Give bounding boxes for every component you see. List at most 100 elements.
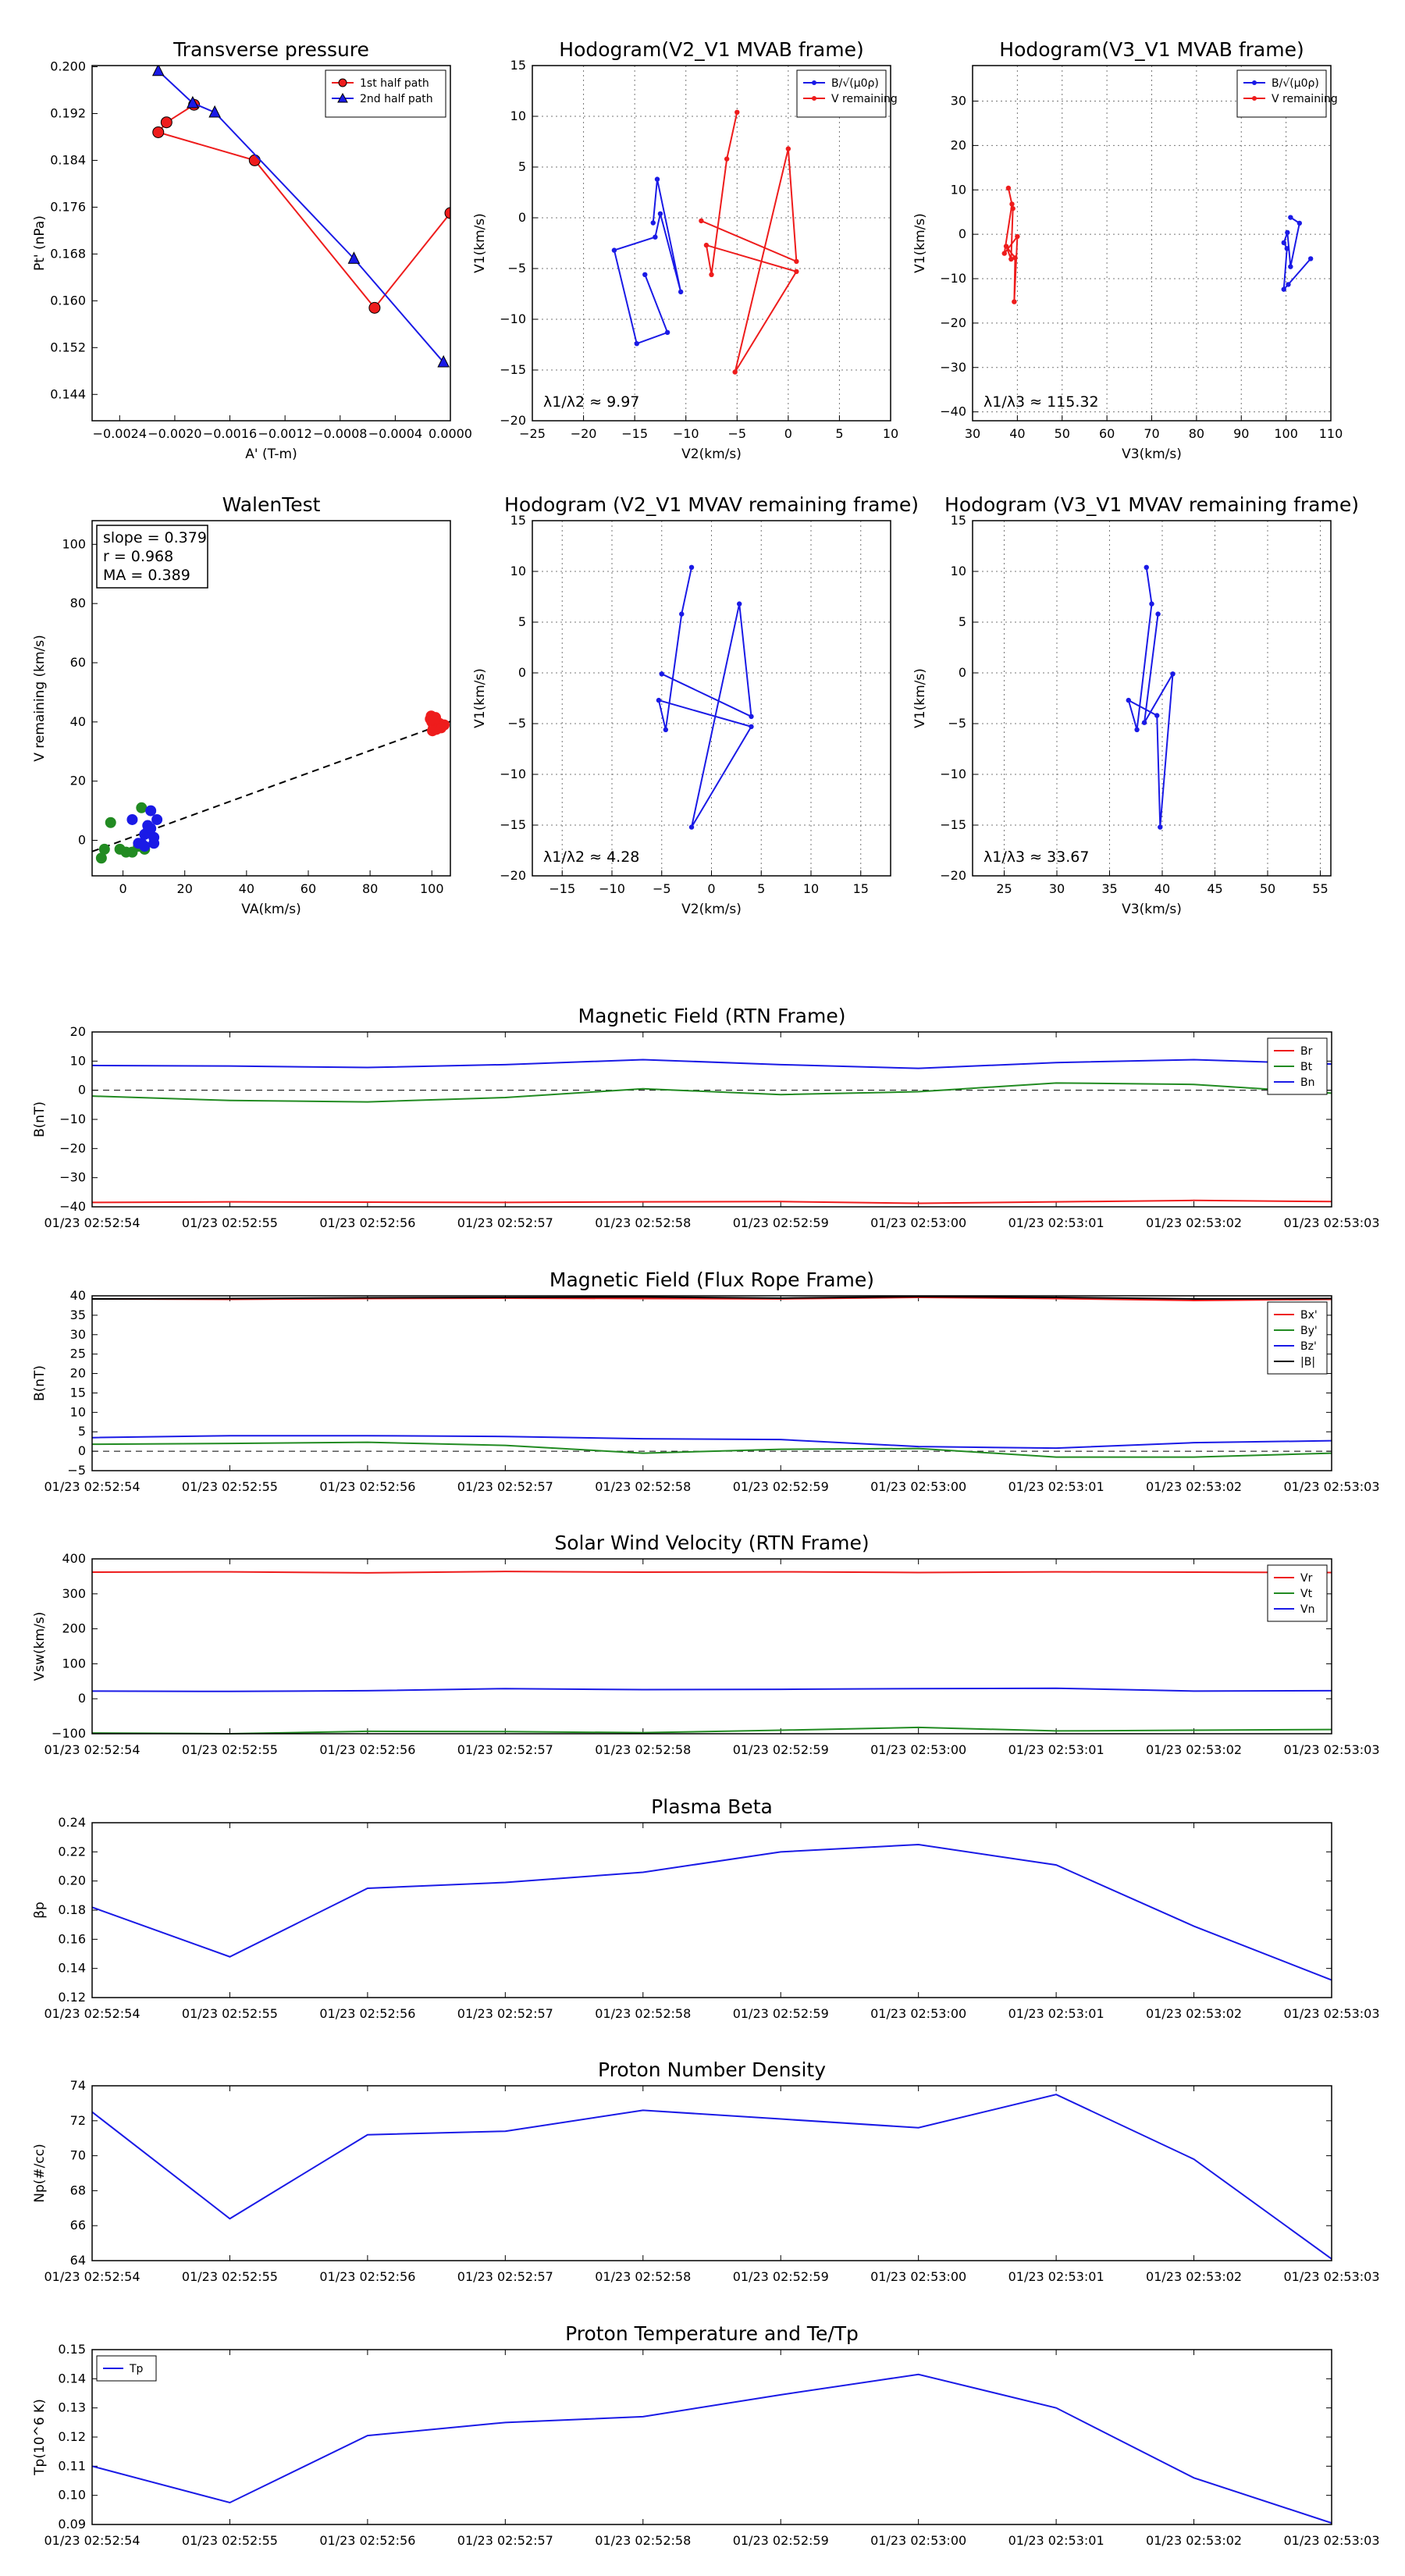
x-tick-label: −25	[519, 426, 546, 441]
time-tick-label: 01/23 02:52:58	[595, 1742, 691, 1757]
legend-box	[1267, 1301, 1328, 1375]
y-axis-label: V1(km/s)	[912, 668, 928, 728]
time-tick-label: 01/23 02:52:57	[457, 2006, 553, 2021]
magnetic-field-flux-rope-frame	[91, 1295, 1332, 1471]
chart-title: Transverse pressure	[173, 38, 369, 61]
y-tick-label: −20	[59, 1140, 86, 1155]
y-tick-label: −15	[500, 817, 526, 832]
x-tick-label: 40	[239, 881, 254, 896]
time-tick-label: 01/23 02:53:03	[1283, 2006, 1379, 2021]
chart-title: WalenTest	[222, 493, 321, 516]
series-Bz'	[91, 1435, 1332, 1450]
data-point	[1010, 205, 1016, 212]
chart-title: Plasma Beta	[651, 1795, 773, 1818]
hodogram-v2v1-mvab-frame	[532, 65, 891, 422]
time-tick-label: 01/23 02:53:02	[1146, 1215, 1242, 1230]
y-tick-label: 5	[959, 614, 966, 629]
y-tick-label: 0.192	[50, 105, 86, 120]
y-tick-label: 0.200	[50, 59, 86, 73]
hodogram-v3v1-mvav-panel: Hodogram (V3_V1 MVAV remaining frame) 25 3…	[912, 493, 1359, 917]
x-tick-label: 0	[784, 426, 792, 441]
chart-title: Hodogram(V3_V1 MVAB frame)	[999, 38, 1304, 61]
legend-label: Bz'	[1300, 1340, 1317, 1353]
legend-label: Vn	[1300, 1603, 1314, 1616]
y-tick-label: −5	[948, 716, 966, 731]
stat-line: slope = 0.379	[103, 529, 207, 546]
time-tick-label: 01/23 02:52:58	[595, 2269, 691, 2284]
data-point	[160, 116, 173, 129]
data-point	[151, 813, 163, 825]
y-tick-label: 0.20	[58, 1873, 86, 1888]
legend: Bx' By' Bz' |B|	[1267, 1301, 1328, 1375]
legend-box	[1236, 69, 1327, 118]
y-axis-label: B(nT)	[32, 1101, 48, 1137]
series-Tp	[91, 2373, 1332, 2524]
data-point	[732, 369, 738, 375]
plot-area	[656, 564, 754, 830]
data-point	[1003, 244, 1009, 249]
data-point	[1141, 720, 1147, 725]
y-tick-label: 0.184	[50, 152, 86, 167]
data-point	[139, 841, 151, 852]
time-tick-label: 01/23 02:52:58	[595, 2533, 691, 2548]
y-tick-label: 5	[518, 159, 526, 174]
time-tick-label: 01/23 02:53:00	[870, 1742, 966, 1757]
time-tick-label: 01/23 02:52:57	[457, 1742, 553, 1757]
data-point	[1284, 246, 1289, 251]
data-point	[1281, 240, 1286, 246]
hodogram-v2v1-mvab-panel: Hodogram(V2_V1 MVAB frame)−25 −20 −15 −10 −5…	[472, 38, 898, 462]
proton-number-density-panel: Proton Number Density 01/23 02:52:54 01/23…	[32, 2058, 1380, 2284]
x-tick-label: 15	[853, 881, 869, 896]
data-point	[654, 176, 660, 182]
data-point	[1149, 601, 1154, 607]
stats-legend: slope = 0.379 r = 0.968 MA = 0.389	[96, 525, 208, 589]
data-point	[1286, 282, 1291, 287]
time-tick-label: 01/23 02:52:56	[319, 1215, 415, 1230]
y-tick-label: 0.14	[58, 1961, 86, 1976]
data-point	[145, 805, 157, 817]
y-tick-label: 0.12	[58, 1990, 86, 2005]
y-tick-label: 74	[70, 2078, 86, 2093]
legend-label: By'	[1300, 1325, 1318, 1337]
y-tick-label: 0.168	[50, 246, 86, 261]
y-tick-label: 0	[78, 1691, 86, 1706]
x-tick-label: 20	[177, 881, 193, 896]
legend-marker	[338, 78, 347, 87]
solar-wind-velocity-panel: Solar Wind Velocity (RTN Frame) 01/23 02:…	[32, 1532, 1380, 1757]
data-point	[657, 211, 663, 216]
y-tick-label: 35	[70, 1308, 86, 1322]
y-axis-label: V1(km/s)	[472, 213, 488, 273]
x-tick-label: −5	[653, 881, 671, 896]
solar-wind-velocity-frame	[91, 1558, 1332, 1735]
legend-marker	[812, 80, 816, 85]
data-point	[1009, 201, 1015, 207]
y-tick-label: 0.15	[58, 2342, 86, 2357]
time-tick-label: 01/23 02:52:58	[595, 1479, 691, 1494]
x-tick-label: 5	[835, 426, 843, 441]
data-point	[794, 258, 799, 265]
data-point	[1158, 824, 1163, 830]
time-tick-label: 01/23 02:52:56	[319, 1742, 415, 1757]
y-tick-label: 15	[951, 513, 966, 528]
data-point	[659, 671, 664, 677]
y-tick-label: −100	[52, 1726, 86, 1741]
x-tick-label: −0.0020	[148, 426, 201, 441]
y-tick-label: 10	[70, 1053, 86, 1068]
time-tick-label: 01/23 02:53:00	[870, 1215, 966, 1230]
legend-label: V remaining	[831, 93, 898, 105]
x-tick-label: −0.0016	[203, 426, 257, 441]
legend-marker	[812, 96, 816, 101]
x-tick-label: −10	[673, 426, 699, 441]
data-point	[1307, 256, 1314, 262]
y-tick-label: 15	[70, 1385, 86, 1400]
time-tick-label: 01/23 02:53:03	[1283, 1479, 1379, 1494]
y-tick-label: −15	[940, 817, 966, 832]
data-point	[650, 220, 656, 226]
y-tick-label: 40	[70, 1288, 86, 1303]
data-point	[151, 66, 165, 76]
x-axis-label: V3(km/s)	[1122, 447, 1182, 462]
legend: 1st half path 2nd half path	[325, 69, 446, 118]
x-tick-label: 45	[1207, 881, 1222, 896]
series-V remaining	[1001, 185, 1020, 304]
